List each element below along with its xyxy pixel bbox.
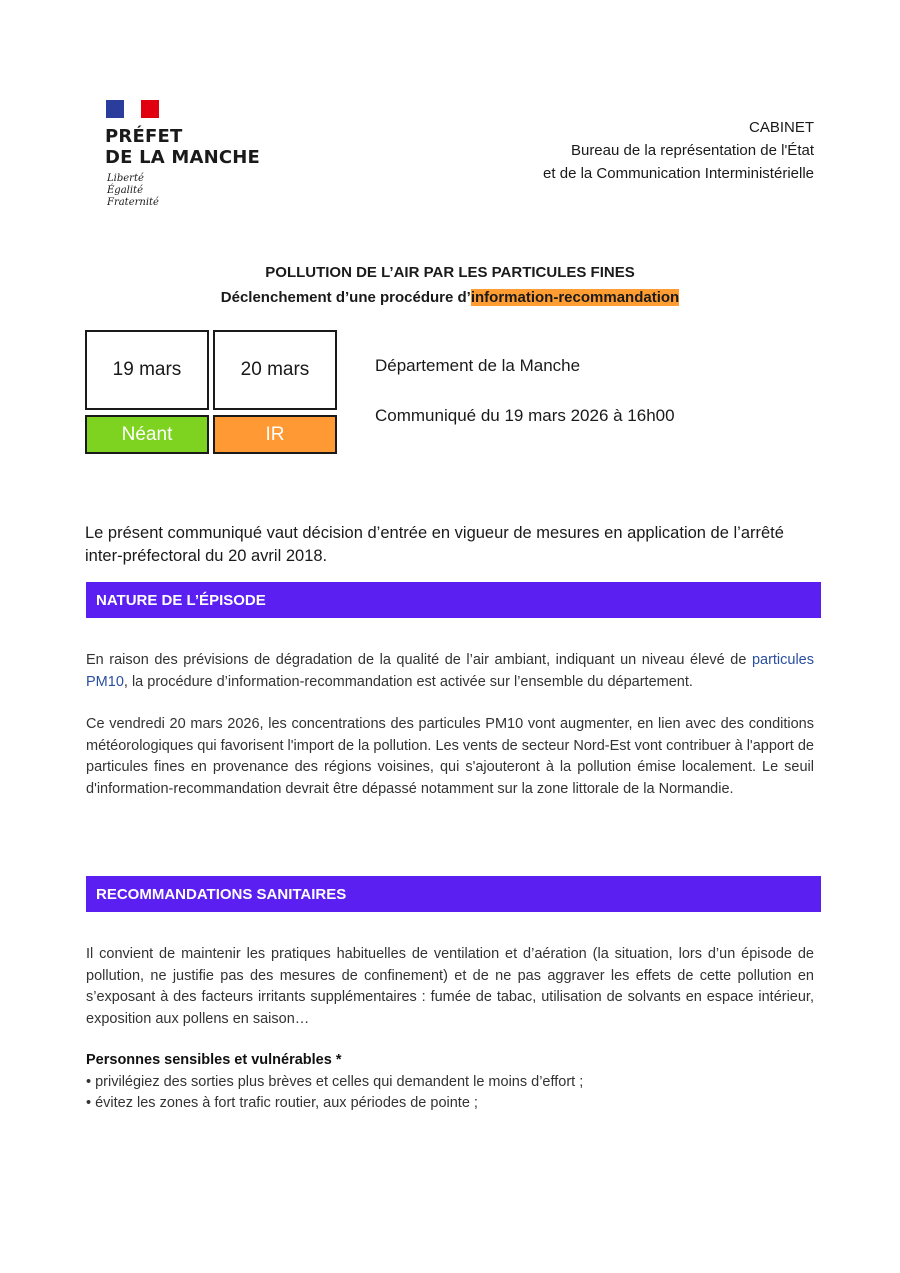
nature-section: En raison des prévisions de dégradation … <box>86 650 814 821</box>
prefecture-logo-text: PRÉFET DE LA MANCHE <box>105 126 260 168</box>
office-line: et de la Communication Interministériell… <box>543 165 814 182</box>
bullet-item: • évitez les zones à fort trafic routier… <box>86 1095 478 1111</box>
office-info: CABINET Bureau de la représentation de l'… <box>543 116 814 185</box>
marianne-flag-logo <box>106 100 160 118</box>
title-highlight: information-recommandation <box>470 289 680 306</box>
reco-section: Il convient de maintenir les pratiques h… <box>86 944 814 1115</box>
motto-line: Liberté <box>107 173 144 184</box>
day-date-box: 20 mars <box>213 330 337 410</box>
intro-text: Le présent communiqué vaut décision d’en… <box>85 524 784 565</box>
text: , la procédure d’information-recommandat… <box>123 673 693 690</box>
logo-line: DE LA MANCHE <box>105 147 261 168</box>
department: Département de la Manche <box>375 356 581 375</box>
communique-date: Communiqué du 19 mars 2026 à 16h00 <box>375 406 675 425</box>
office-line: Bureau de la représentation de l'État <box>570 142 814 159</box>
reco-paragraph: Il convient de maintenir les pratiques h… <box>86 946 814 1027</box>
day-status-badge: Néant <box>85 415 209 454</box>
section-heading-reco: RECOMMANDATIONS SANITAIRES <box>86 876 821 912</box>
bullet-item: • privilégiez des sorties plus brèves et… <box>86 1073 584 1090</box>
day-status-badge: IR <box>213 415 337 454</box>
nature-paragraph: Ce vendredi 20 mars 2026, les concentrat… <box>86 716 814 797</box>
title-prefix: Déclenchement d’une procédure d’ <box>220 289 471 306</box>
nature-paragraph: En raison des prévisions de dégradation … <box>86 650 814 693</box>
section-heading-nature: NATURE DE L’ÉPISODE <box>86 582 821 618</box>
title-line1: POLLUTION DE L’AIR PAR LES PARTICULES FI… <box>265 264 635 281</box>
pm10-link[interactable]: particules PM10 <box>86 652 814 690</box>
day-date-box: 19 mars <box>85 330 209 410</box>
motto: Liberté Égalité Fraternité <box>107 173 159 209</box>
text: En raison des prévisions de dégradation … <box>86 652 752 668</box>
motto-line: Égalité <box>107 185 143 196</box>
motto-line: Fraternité <box>107 197 159 208</box>
logo-line: PRÉFET <box>105 126 183 147</box>
office-line: CABINET <box>748 119 814 136</box>
title-line2: Déclenchement d’une procédure d’informat… <box>0 285 900 310</box>
subheading: Personnes sensibles et vulnérables * <box>86 1052 342 1068</box>
document-title: POLLUTION DE L’AIR PAR LES PARTICULES FI… <box>0 260 900 310</box>
